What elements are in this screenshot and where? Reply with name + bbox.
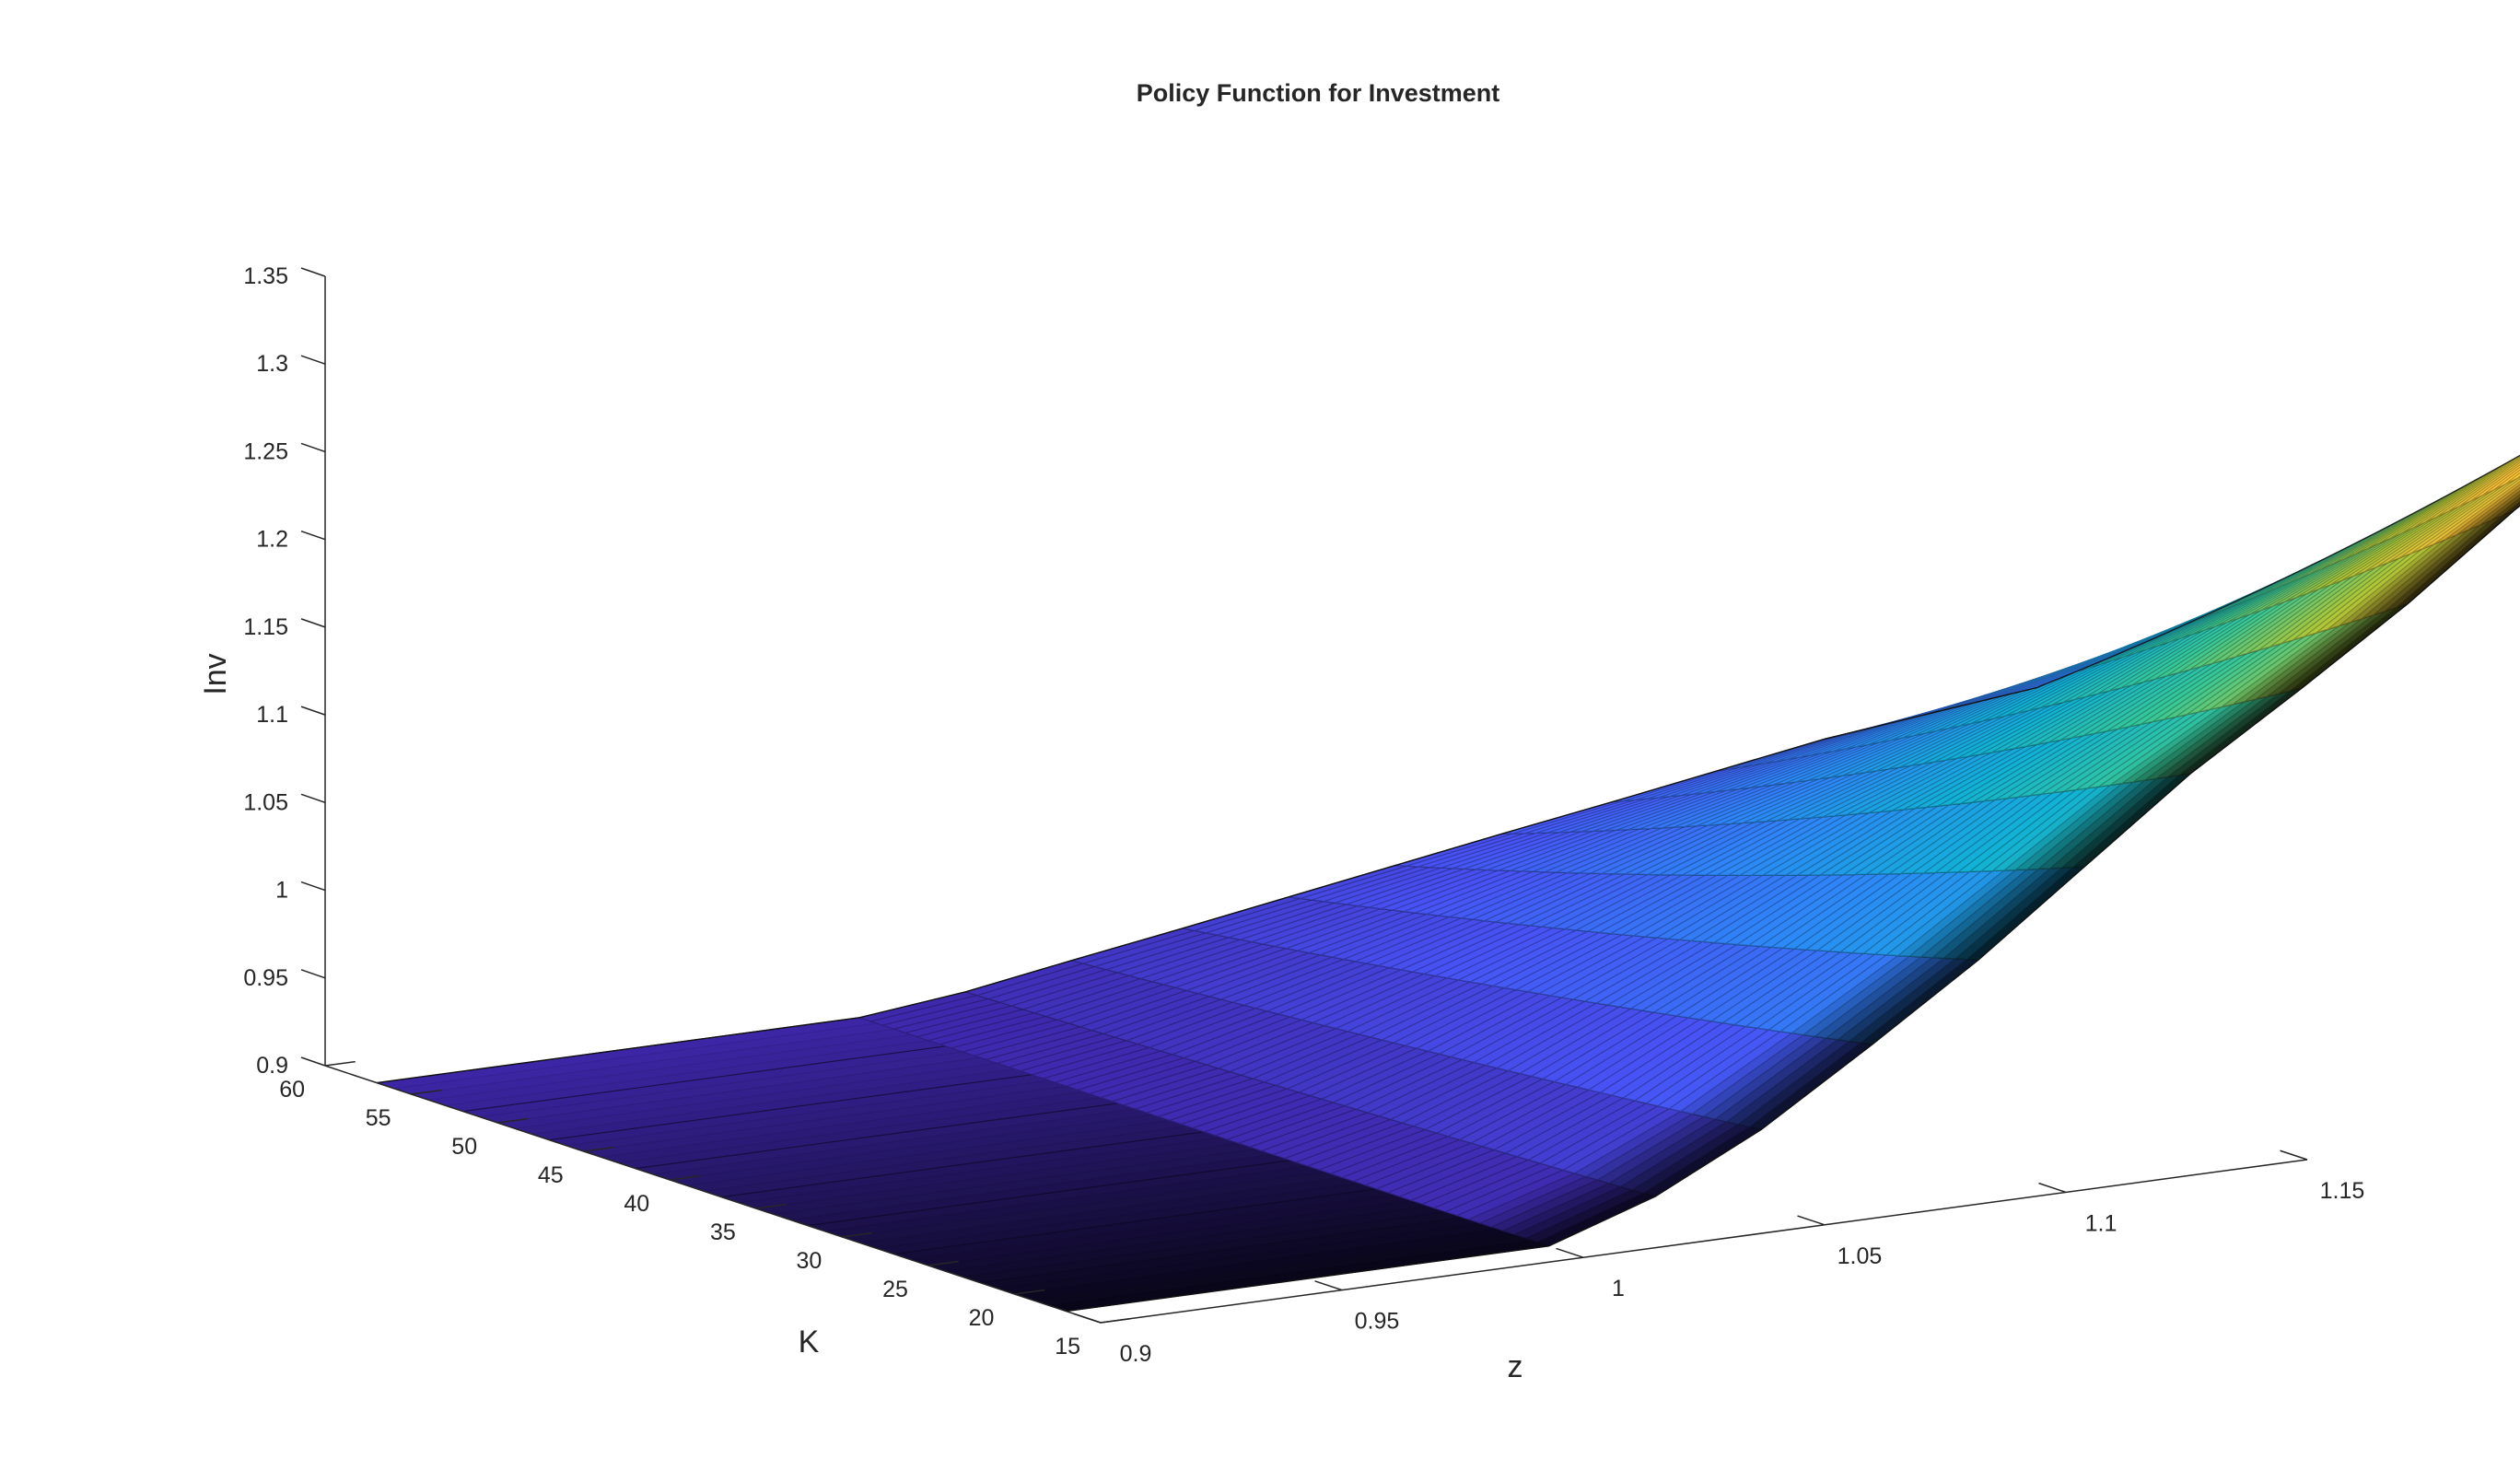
z-tick (300, 969, 326, 979)
y-tick-label: 60 (279, 1077, 305, 1103)
y-tick (497, 1117, 528, 1124)
surface-edge-k-low (1066, 505, 2520, 1313)
x-axis-line (1100, 1159, 2308, 1324)
z-tick (300, 442, 326, 453)
y-tick-label: 15 (1055, 1334, 1080, 1359)
surface-grid-line (2036, 454, 2520, 689)
y-tick-label: 45 (538, 1162, 564, 1188)
y-tick (755, 1203, 787, 1209)
surface-floor-edge (635, 1103, 1118, 1170)
z-tick (300, 881, 326, 892)
z-tick-label: 1.3 (256, 351, 288, 377)
y-axis-line (324, 1065, 1102, 1324)
x-tick-label: 1 (1612, 1276, 1625, 1301)
z-tick (300, 355, 326, 365)
y-tick (928, 1260, 959, 1266)
surface (376, 454, 2520, 1313)
y-axis-label: K (799, 1324, 820, 1359)
z-tick-label: 1 (275, 878, 288, 904)
y-tick (1100, 1317, 1131, 1324)
z-tick-label: 1.35 (243, 263, 288, 289)
z-tick (300, 618, 326, 628)
x-tick (1556, 1247, 1584, 1258)
z-tick-label: 1.15 (243, 614, 288, 640)
y-tick-label: 25 (882, 1277, 908, 1302)
x-tick-label: 0.9 (1120, 1341, 1152, 1367)
y-tick (324, 1060, 356, 1067)
y-tick-label: 50 (451, 1134, 477, 1160)
z-tick (300, 1056, 326, 1067)
z-tick (300, 267, 326, 277)
surface-edge-k-high (377, 686, 2037, 1084)
z-tick-label: 0.95 (243, 965, 288, 991)
axes: 0.90.9511.051.11.15152025303540455055600… (243, 263, 2364, 1367)
y-tick-label: 40 (624, 1191, 649, 1217)
chart-title: Policy Function for Investment (1137, 79, 1500, 107)
z-tick-label: 1.1 (256, 702, 288, 728)
z-tick-label: 0.9 (256, 1053, 288, 1079)
y-tick-label: 35 (710, 1219, 736, 1245)
x-tick (1314, 1280, 1343, 1291)
y-tick-label: 20 (969, 1305, 995, 1331)
surface-floor-edge (979, 1217, 1464, 1284)
x-tick (2280, 1149, 2308, 1161)
surface-floor-edge (462, 1045, 946, 1113)
x-tick-label: 0.95 (1355, 1309, 1400, 1335)
surface-floor-edge (893, 1188, 1377, 1255)
x-tick (2038, 1182, 2067, 1194)
y-tick (842, 1231, 873, 1238)
surface-floor-edge (807, 1160, 1290, 1227)
z-tick (300, 793, 326, 804)
z-axis-label: Inv (198, 653, 233, 694)
x-tick-label: 1.1 (2085, 1210, 2118, 1236)
x-axis-label: z (1508, 1349, 1523, 1384)
z-tick (300, 706, 326, 716)
z-tick-label: 1.25 (243, 438, 288, 464)
surface-floor-edge (549, 1074, 1032, 1141)
y-tick (670, 1174, 701, 1181)
x-tick-label: 1.15 (2320, 1178, 2365, 1204)
y-tick-label: 30 (797, 1248, 822, 1274)
y-tick (411, 1089, 442, 1095)
z-tick-label: 1.2 (256, 527, 288, 553)
z-tick-label: 1.05 (243, 789, 288, 815)
surface-floor-edge (721, 1131, 1205, 1198)
y-tick-label: 55 (366, 1105, 391, 1131)
x-tick-label: 1.05 (1838, 1243, 1883, 1269)
x-tick (1797, 1215, 1826, 1226)
y-tick (1014, 1289, 1045, 1295)
y-tick (583, 1146, 614, 1152)
z-tick (300, 530, 326, 541)
